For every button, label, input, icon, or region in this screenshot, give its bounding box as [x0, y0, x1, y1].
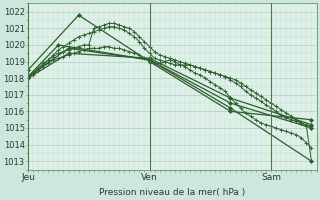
X-axis label: Pression niveau de la mer( hPa ): Pression niveau de la mer( hPa )	[99, 188, 245, 197]
